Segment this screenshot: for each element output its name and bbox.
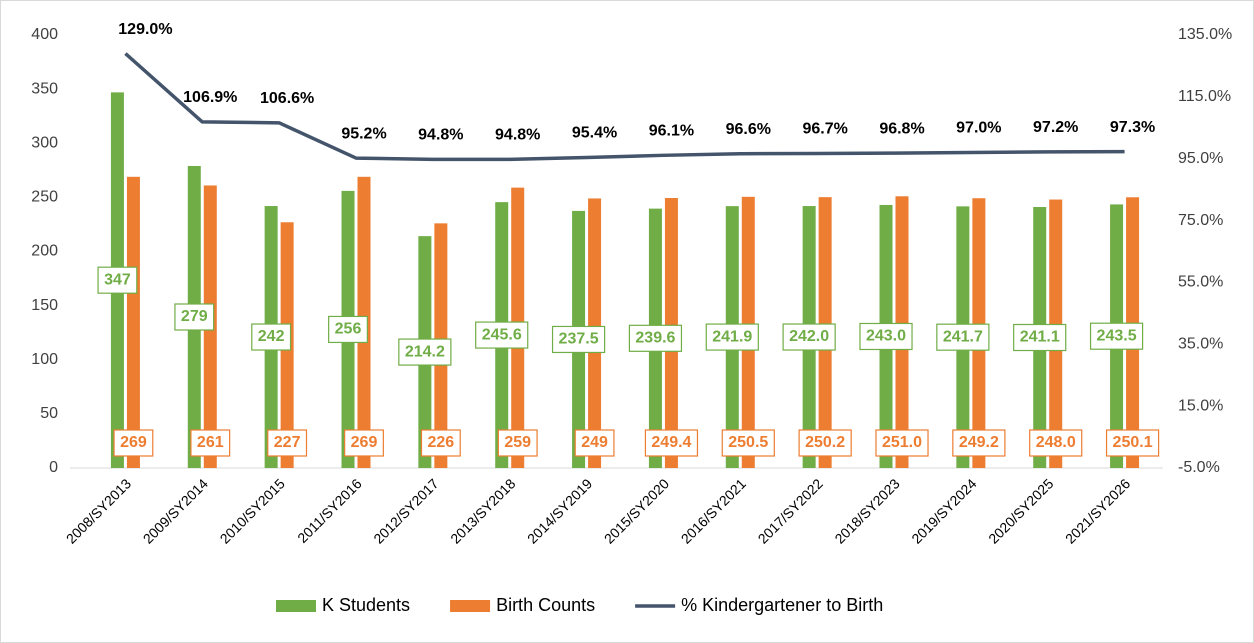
y2-tick-label: 115.0% — [1178, 88, 1231, 105]
data-label-box — [1105, 429, 1160, 457]
data-label: 239.6 — [635, 330, 675, 347]
legend-swatch — [276, 600, 316, 612]
y-tick-label: 300 — [31, 134, 58, 151]
y-tick-label: 350 — [31, 80, 58, 97]
data-label: 249.2 — [959, 434, 999, 451]
data-label: 261 — [197, 434, 224, 451]
data-label-box — [644, 429, 699, 457]
y-tick-label: 0 — [49, 459, 58, 476]
data-label: 227 — [274, 434, 301, 451]
y2-tick-label: 135.0% — [1178, 26, 1232, 43]
data-label-box — [97, 266, 138, 294]
data-label-box — [344, 429, 384, 457]
y2-tick-label: 35.0% — [1178, 336, 1223, 353]
data-label-box — [174, 303, 215, 331]
legend-label: % Kindergartener to Birth — [681, 595, 883, 615]
data-label: 226 — [428, 434, 455, 451]
line-data-label: 94.8% — [418, 127, 463, 144]
data-label-box — [475, 321, 529, 349]
y-tick-label: 50 — [40, 405, 58, 422]
y2-tick-label: 55.0% — [1178, 274, 1223, 291]
data-label-box — [1029, 429, 1083, 457]
data-label-box — [875, 429, 929, 457]
data-label: 249 — [581, 434, 608, 451]
data-label: 347 — [104, 271, 131, 288]
data-label-box — [574, 429, 615, 457]
y-tick-label: 150 — [31, 297, 58, 314]
data-label: 256 — [335, 321, 362, 338]
data-label-box — [721, 429, 775, 457]
y-tick-label: 100 — [31, 351, 58, 368]
line-data-label: 97.3% — [1110, 119, 1155, 136]
line-data-label: 97.0% — [956, 120, 1001, 137]
data-label-box — [551, 325, 606, 354]
data-label-box — [859, 322, 913, 351]
line-data-label: 94.8% — [495, 127, 540, 144]
line-data-label: 106.6% — [260, 90, 314, 107]
data-label-box — [190, 429, 231, 457]
data-label: 242 — [258, 328, 285, 345]
y-tick-label: 400 — [31, 26, 58, 43]
y2-tick-label: 75.0% — [1178, 212, 1223, 229]
data-label: 245.6 — [482, 326, 522, 343]
data-label: 251.0 — [882, 434, 922, 451]
data-label: 248.0 — [1036, 434, 1076, 451]
data-label: 269 — [351, 434, 378, 451]
data-label-box — [497, 429, 538, 457]
bar — [126, 176, 140, 468]
line-data-label: 96.8% — [879, 120, 924, 137]
data-label: 259 — [504, 434, 531, 451]
data-label-box — [420, 429, 461, 457]
y2-tick-label: 15.0% — [1178, 397, 1223, 414]
data-label-box — [113, 429, 154, 457]
data-label-box — [628, 324, 683, 352]
data-label: 214.2 — [405, 343, 445, 360]
legend-label: K Students — [322, 595, 410, 615]
data-label: 279 — [181, 308, 208, 325]
y-tick-label: 250 — [31, 189, 58, 206]
line-series — [124, 52, 1125, 162]
data-label-box — [1089, 322, 1144, 350]
data-label-box — [398, 338, 452, 366]
line-data-label: 129.0% — [118, 21, 172, 38]
line-data-label: 95.4% — [572, 125, 617, 142]
data-label: 250.5 — [728, 434, 768, 451]
line-data-label: 97.2% — [1033, 119, 1078, 136]
data-label: 241.9 — [712, 328, 752, 345]
data-label-box — [251, 323, 292, 351]
data-label-box — [952, 429, 1006, 457]
data-label: 250.2 — [805, 434, 845, 451]
line-data-label: 96.7% — [802, 121, 847, 138]
y2-tick-label: -5.0% — [1178, 459, 1220, 476]
data-label: 242.0 — [789, 328, 829, 345]
data-label-box — [936, 323, 990, 351]
data-label: 241.7 — [943, 328, 983, 345]
data-label: 250.1 — [1113, 434, 1153, 451]
legend-label: Birth Counts — [496, 595, 595, 615]
line-data-label: 96.1% — [649, 123, 694, 140]
data-label: 237.5 — [559, 331, 599, 348]
data-label-box — [705, 323, 759, 351]
data-label-box — [1013, 323, 1067, 352]
data-label: 249.4 — [651, 434, 691, 451]
data-label-box — [267, 429, 308, 457]
line-data-label: 96.6% — [726, 121, 771, 138]
line-data-label: 106.9% — [183, 89, 237, 106]
data-label-box — [328, 315, 368, 344]
data-label-box — [798, 429, 852, 457]
legend-swatch — [450, 600, 491, 612]
y2-tick-label: 95.0% — [1178, 150, 1223, 167]
data-label-box — [782, 323, 836, 351]
data-label: 243.0 — [866, 328, 906, 345]
line-data-label: 95.2% — [341, 125, 386, 142]
data-label: 241.1 — [1020, 329, 1060, 346]
y-tick-label: 200 — [31, 243, 58, 260]
data-label: 269 — [120, 434, 147, 451]
data-label: 243.5 — [1097, 327, 1137, 344]
